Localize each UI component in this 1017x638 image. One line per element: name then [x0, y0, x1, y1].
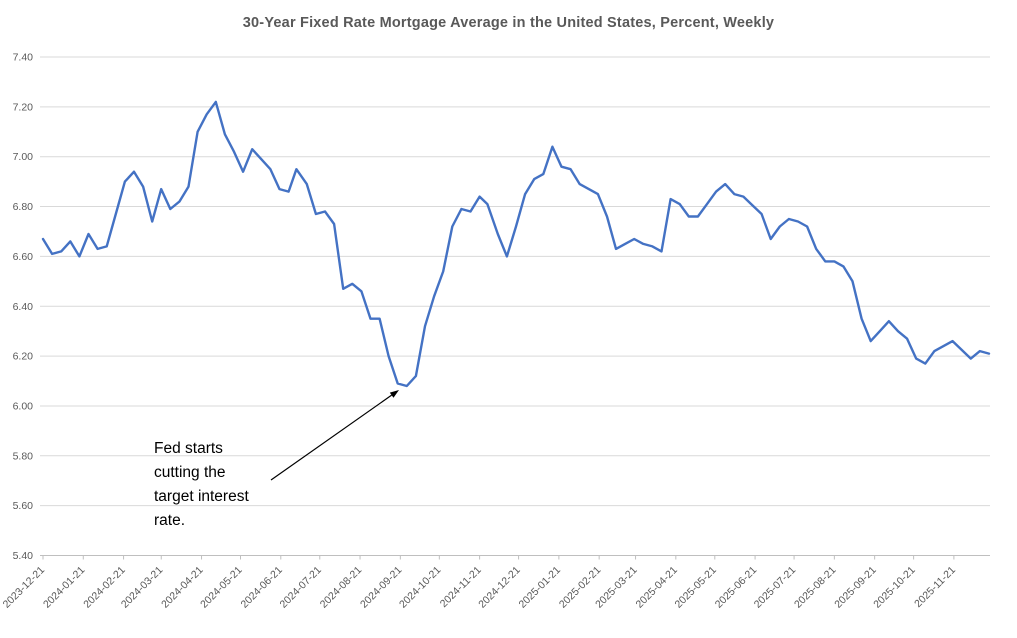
- x-axis-label: 2024-01-21: [41, 564, 88, 611]
- y-axis-label: 5.40: [13, 550, 34, 562]
- x-axis-label: 2025-10-21: [871, 564, 918, 611]
- x-axis-label: 2024-12-21: [476, 564, 523, 611]
- y-axis-label: 7.40: [13, 52, 34, 64]
- x-axis-label: 2025-11-21: [912, 564, 958, 610]
- annotation-arrow: [270, 394, 392, 481]
- chart-title: 30-Year Fixed Rate Mortgage Average in t…: [242, 15, 775, 31]
- y-axis-label: 6.20: [13, 351, 34, 363]
- y-axis-label: 5.80: [13, 450, 34, 462]
- y-axis-label: 6.80: [13, 201, 34, 213]
- annotation-arrowhead: [389, 390, 399, 398]
- x-axis-label: 2024-08-21: [318, 564, 365, 611]
- x-axis-label: 2025-01-21: [517, 564, 564, 611]
- x-axis-label: 2025-08-21: [792, 564, 839, 611]
- x-axis-label: 2024-05-21: [198, 564, 245, 611]
- annotation-line: cutting the: [154, 464, 226, 481]
- y-axis-label: 5.60: [13, 500, 34, 512]
- annotation-line: target interest: [154, 488, 249, 505]
- annotation-text: Fed starts cutting the target interest r…: [154, 437, 249, 533]
- data-line: [41, 100, 991, 388]
- annotation-line: Fed starts: [154, 440, 223, 457]
- x-axis-label: 2024-07-21: [277, 564, 324, 611]
- x-axis-label: 2025-07-21: [752, 564, 799, 611]
- y-axis-label: 7.20: [13, 101, 34, 113]
- y-axis-label: 6.60: [13, 251, 34, 263]
- y-axis-label: 6.00: [13, 400, 34, 412]
- annotation-line: rate.: [154, 512, 186, 529]
- x-axis-label: 2024-10-21: [397, 564, 444, 611]
- x-axis-label: 2023-12-21: [1, 564, 48, 611]
- x-axis-label: 2025-05-21: [672, 564, 719, 611]
- y-axis-label: 7.00: [13, 151, 34, 163]
- y-axis-label: 6.40: [13, 301, 34, 313]
